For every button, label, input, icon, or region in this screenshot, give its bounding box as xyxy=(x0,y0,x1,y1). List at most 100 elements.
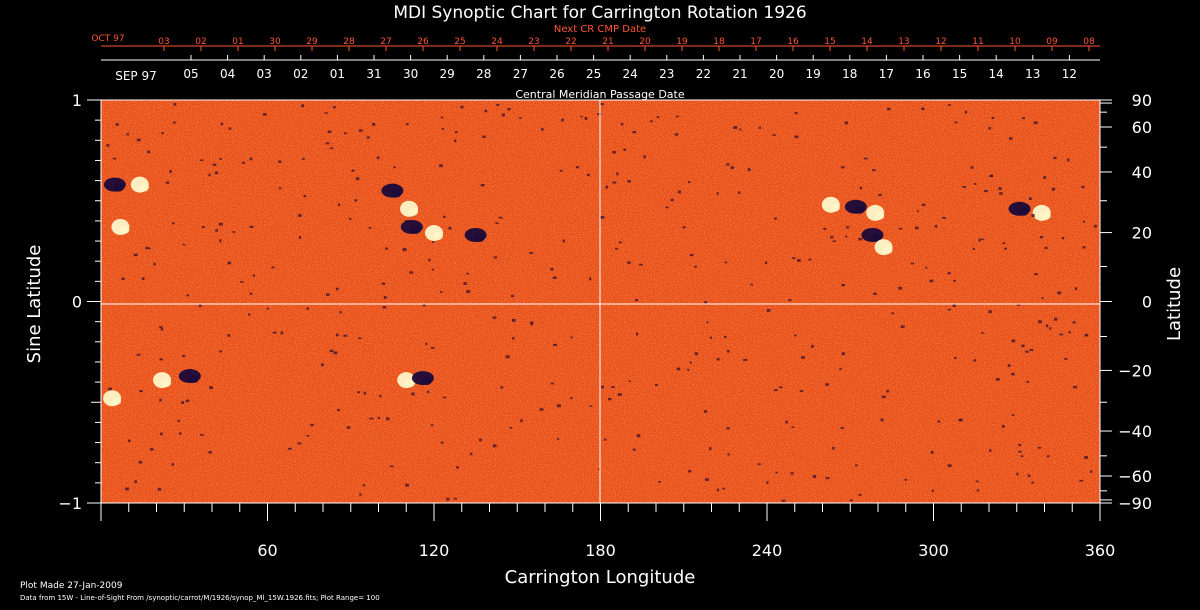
small-flux-speck xyxy=(301,104,305,108)
positive-polarity-region xyxy=(405,379,416,388)
small-flux-speck xyxy=(794,135,799,139)
red-date-label: 12 xyxy=(935,37,946,47)
small-flux-speck xyxy=(108,387,113,391)
small-flux-speck xyxy=(1016,472,1019,476)
small-flux-speck xyxy=(448,226,452,230)
small-flux-speck xyxy=(112,157,117,160)
negative-polarity-region xyxy=(854,205,865,214)
small-flux-speck xyxy=(376,156,380,159)
small-flux-speck xyxy=(298,236,302,239)
small-flux-speck xyxy=(454,139,457,143)
small-flux-speck xyxy=(405,483,409,487)
small-flux-speck xyxy=(232,231,236,233)
small-flux-speck xyxy=(643,155,646,159)
small-flux-speck xyxy=(1044,246,1048,250)
white-date-label: 17 xyxy=(879,67,894,81)
small-flux-speck xyxy=(840,426,844,430)
small-flux-speck xyxy=(881,395,886,399)
small-flux-speck xyxy=(329,349,334,353)
white-date-label: 14 xyxy=(989,67,1004,81)
small-flux-speck xyxy=(930,450,934,454)
red-date-label: 01 xyxy=(232,37,243,47)
small-flux-speck xyxy=(910,262,915,265)
small-flux-speck xyxy=(466,290,471,294)
small-flux-speck xyxy=(1033,121,1038,125)
small-flux-speck xyxy=(589,277,592,281)
small-flux-speck xyxy=(872,169,876,172)
red-date-label: 08 xyxy=(1083,37,1095,47)
red-date-label: 15 xyxy=(824,37,835,47)
small-flux-speck xyxy=(694,265,697,268)
small-flux-speck xyxy=(325,142,330,145)
small-flux-speck xyxy=(182,243,186,246)
small-flux-speck xyxy=(428,258,431,262)
negative-polarity-region xyxy=(474,234,485,243)
small-flux-speck xyxy=(790,472,794,475)
small-flux-speck xyxy=(635,332,639,336)
x-tick-label: 360 xyxy=(1085,541,1116,560)
small-flux-speck xyxy=(355,177,360,181)
small-flux-speck xyxy=(214,171,219,175)
small-flux-speck xyxy=(900,325,905,329)
y-right-tick-label: −90 xyxy=(1118,494,1152,513)
small-flux-speck xyxy=(405,123,409,126)
small-flux-speck xyxy=(973,359,977,362)
small-flux-speck xyxy=(115,123,119,126)
white-date-label: 12 xyxy=(1062,67,1077,81)
small-flux-speck xyxy=(849,499,853,502)
small-flux-speck xyxy=(921,203,926,206)
small-flux-speck xyxy=(358,337,362,340)
small-flux-speck xyxy=(500,386,504,389)
small-flux-speck xyxy=(520,419,523,423)
positive-polarity-region xyxy=(119,225,130,234)
small-flux-speck xyxy=(1054,317,1058,321)
small-flux-speck xyxy=(794,334,797,337)
small-flux-speck xyxy=(219,350,223,353)
small-flux-speck xyxy=(148,247,151,250)
small-flux-speck xyxy=(858,237,863,241)
small-flux-speck xyxy=(747,168,751,172)
small-flux-speck xyxy=(608,397,612,401)
small-flux-speck xyxy=(674,133,679,136)
small-flux-speck xyxy=(446,497,450,501)
white-date-label: 19 xyxy=(806,67,821,81)
small-flux-speck xyxy=(1004,247,1007,250)
small-flux-speck xyxy=(584,117,588,120)
positive-polarity-region xyxy=(874,211,885,220)
white-date-label: 20 xyxy=(769,67,784,81)
small-flux-speck xyxy=(704,410,708,413)
small-flux-speck xyxy=(227,334,231,337)
central-meridian-label: Central Meridian Passage Date xyxy=(515,88,684,101)
small-flux-speck xyxy=(981,332,984,334)
small-flux-speck xyxy=(975,480,979,483)
red-date-label: 14 xyxy=(861,37,873,47)
small-flux-speck xyxy=(953,279,956,282)
small-flux-speck xyxy=(952,304,956,307)
small-flux-speck xyxy=(348,217,352,220)
small-flux-speck xyxy=(600,215,605,219)
small-flux-speck xyxy=(706,321,709,324)
small-flux-speck xyxy=(788,299,792,302)
next-cr-date-axis: OCT 97 03 02 01 30 29 28 27 26 25 24 23 22 21 20 19 18 17… xyxy=(91,34,1100,51)
small-flux-speck xyxy=(797,259,801,262)
small-flux-speck xyxy=(1081,185,1085,189)
small-flux-speck xyxy=(873,292,877,295)
small-flux-speck xyxy=(600,385,604,389)
small-flux-speck xyxy=(550,382,554,385)
small-flux-speck xyxy=(329,147,334,150)
small-flux-speck xyxy=(371,122,376,126)
small-flux-speck xyxy=(773,389,778,392)
red-date-label: 09 xyxy=(1046,37,1058,47)
small-flux-speck xyxy=(1082,246,1086,249)
small-flux-speck xyxy=(173,121,176,124)
small-flux-speck xyxy=(530,321,534,324)
small-flux-speck xyxy=(779,386,783,389)
small-flux-speck xyxy=(1046,455,1050,458)
small-flux-speck xyxy=(511,294,514,298)
small-flux-speck xyxy=(694,352,698,356)
small-flux-speck xyxy=(507,108,511,111)
small-flux-speck xyxy=(976,489,980,492)
small-flux-speck xyxy=(891,312,895,315)
small-flux-speck xyxy=(325,293,330,296)
small-flux-speck xyxy=(589,405,593,407)
